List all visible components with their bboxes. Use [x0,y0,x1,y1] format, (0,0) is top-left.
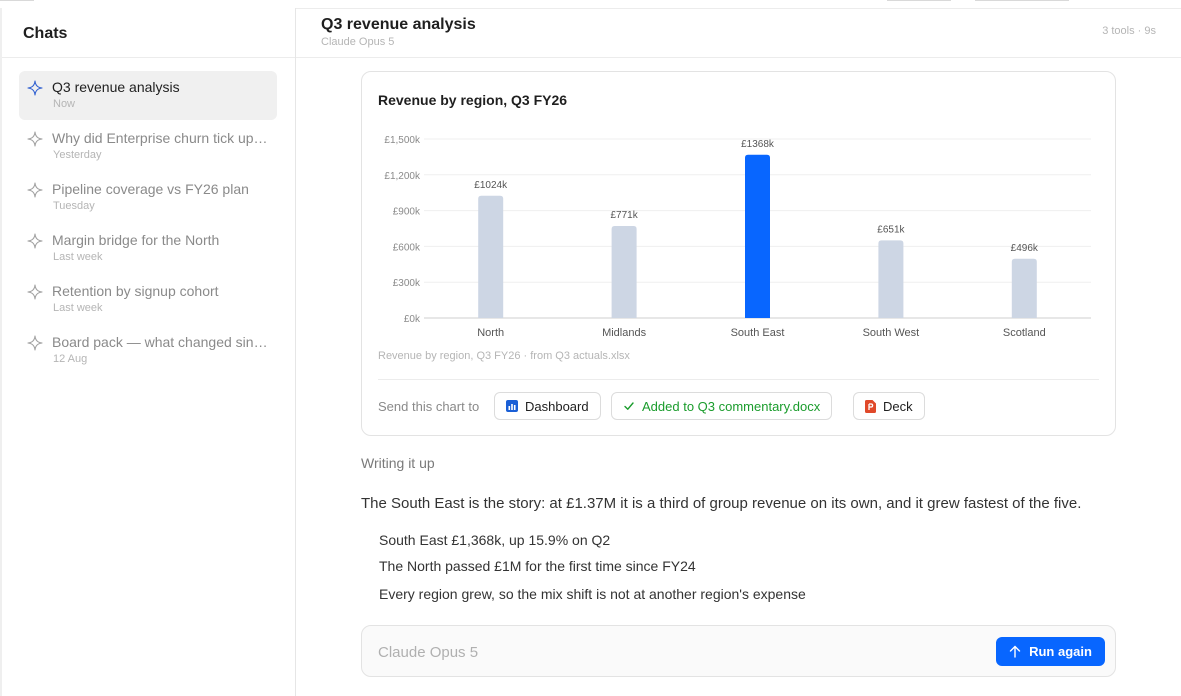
x-tick-label: South East [731,327,785,339]
chip-label: Deck [883,398,913,414]
run-again-button[interactable]: Run again [996,637,1105,666]
chat-list-item[interactable]: Margin bridge for the North Last week [19,224,277,273]
conversation-title: Q3 revenue analysis [321,16,476,33]
chat-title: Pipeline coverage vs FY26 plan [52,181,249,197]
chat-date: Yesterday [53,149,102,161]
bar-north [478,195,504,318]
chat-date: Now [53,98,76,110]
sidebar-title: Chats [23,25,68,42]
y-tick-label: £1,200k [384,171,421,182]
sparkle-icon [27,335,43,351]
run-again-label: Run again [1029,644,1092,659]
divider [378,379,1099,380]
status-text: Writing it up [361,455,435,471]
run-meta: 3 tools · 9s [1102,25,1156,37]
sparkle-icon [27,131,43,147]
chat-date: Last week [53,251,103,263]
bar-scotland [1011,258,1037,318]
tab-fragment [887,0,951,1]
chat-sidebar: Chats Q3 revenue analysis Now Why did Ente… [0,8,296,696]
bar-south-east [745,154,770,318]
chart-caption: Revenue by region, Q3 FY26 · from Q3 act… [378,350,630,362]
chat-list-item[interactable]: Retention by signup cohort Last week [19,275,277,324]
presentation-icon [865,399,876,413]
x-tick-label: South West [863,327,920,339]
data-label: £651k [877,224,905,235]
sparkle-icon [27,182,43,198]
tab-fragment [0,0,34,1]
divider [0,57,295,58]
bar-south-west [878,240,904,318]
composer: Run again [361,625,1116,677]
prompt-input[interactable] [376,639,940,665]
data-label: £771k [610,210,638,221]
chat-list-item[interactable]: Why did Enterprise churn tick up in Q3? Y… [19,122,277,171]
revenue-bar-chart: £0k £300k £600k £900k £1,200k £1,500k £1024k No… [384,135,1091,339]
chat-title: Board pack — what changed since July [52,334,270,350]
added-to-docx-button[interactable]: Added to Q3 commentary.docx [611,392,833,420]
x-tick-label: Midlands [602,327,647,339]
bar-chart-icon [506,400,518,412]
send-to-deck-button[interactable]: Deck [853,392,925,420]
list-item: The North passed £1M for the first time … [379,558,696,574]
check-icon [623,400,635,412]
chat-title: Retention by signup cohort [52,283,219,299]
chat-list-item[interactable]: Pipeline coverage vs FY26 plan Tuesday [19,173,277,222]
list-item: Every region grew, so the mix shift is n… [379,586,806,602]
summary-text: The South East is the story: at £1.37M i… [361,495,1082,512]
send-to-dashboard-button[interactable]: Dashboard [494,392,601,420]
y-tick-label: £300k [393,278,421,289]
window-top-strip [0,0,1181,9]
chart-title: Revenue by region, Q3 FY26 [378,92,568,108]
chat-list-item[interactable]: Q3 revenue analysis Now [19,71,277,120]
y-tick-label: £1,500k [384,135,421,146]
data-label: £1368k [741,139,775,150]
chip-label: Dashboard [525,398,589,414]
list-item: South East £1,368k, up 15.9% on Q2 [379,532,611,548]
chat-title: Margin bridge for the North [52,232,220,248]
arrow-up-icon [1009,645,1021,658]
send-chart-label: Send this chart to [378,399,480,414]
model-name: Claude Opus 5 [321,36,395,48]
chat-date: 12 Aug [53,353,88,365]
conversation-header: Q3 revenue analysis Claude Opus 5 3 tool… [296,8,1181,58]
data-label: £496k [1011,243,1039,254]
chat-date: Last week [53,302,103,314]
window-edge [0,8,2,696]
chat-title: Why did Enterprise churn tick up in Q3? [52,130,270,146]
x-tick-label: North [477,327,504,339]
chat-list-item[interactable]: Board pack — what changed since July 12 A… [19,326,277,375]
sparkle-icon [27,80,43,96]
tab-fragment [975,0,1069,1]
data-label: £1024k [474,180,508,191]
chart-card: Revenue by region, Q3 FY26 £0k £300k £600k… [361,71,1116,436]
y-tick-label: £600k [393,242,421,253]
y-tick-label: £900k [393,207,421,218]
sparkle-icon [27,233,43,249]
sparkle-icon [27,284,43,300]
chip-label: Added to Q3 commentary.docx [642,398,821,414]
y-tick-label: £0k [404,314,421,325]
chat-date: Tuesday [53,200,95,212]
x-tick-label: Scotland [1003,327,1046,339]
bar-midlands [611,225,637,318]
chat-title: Q3 revenue analysis [52,79,180,95]
